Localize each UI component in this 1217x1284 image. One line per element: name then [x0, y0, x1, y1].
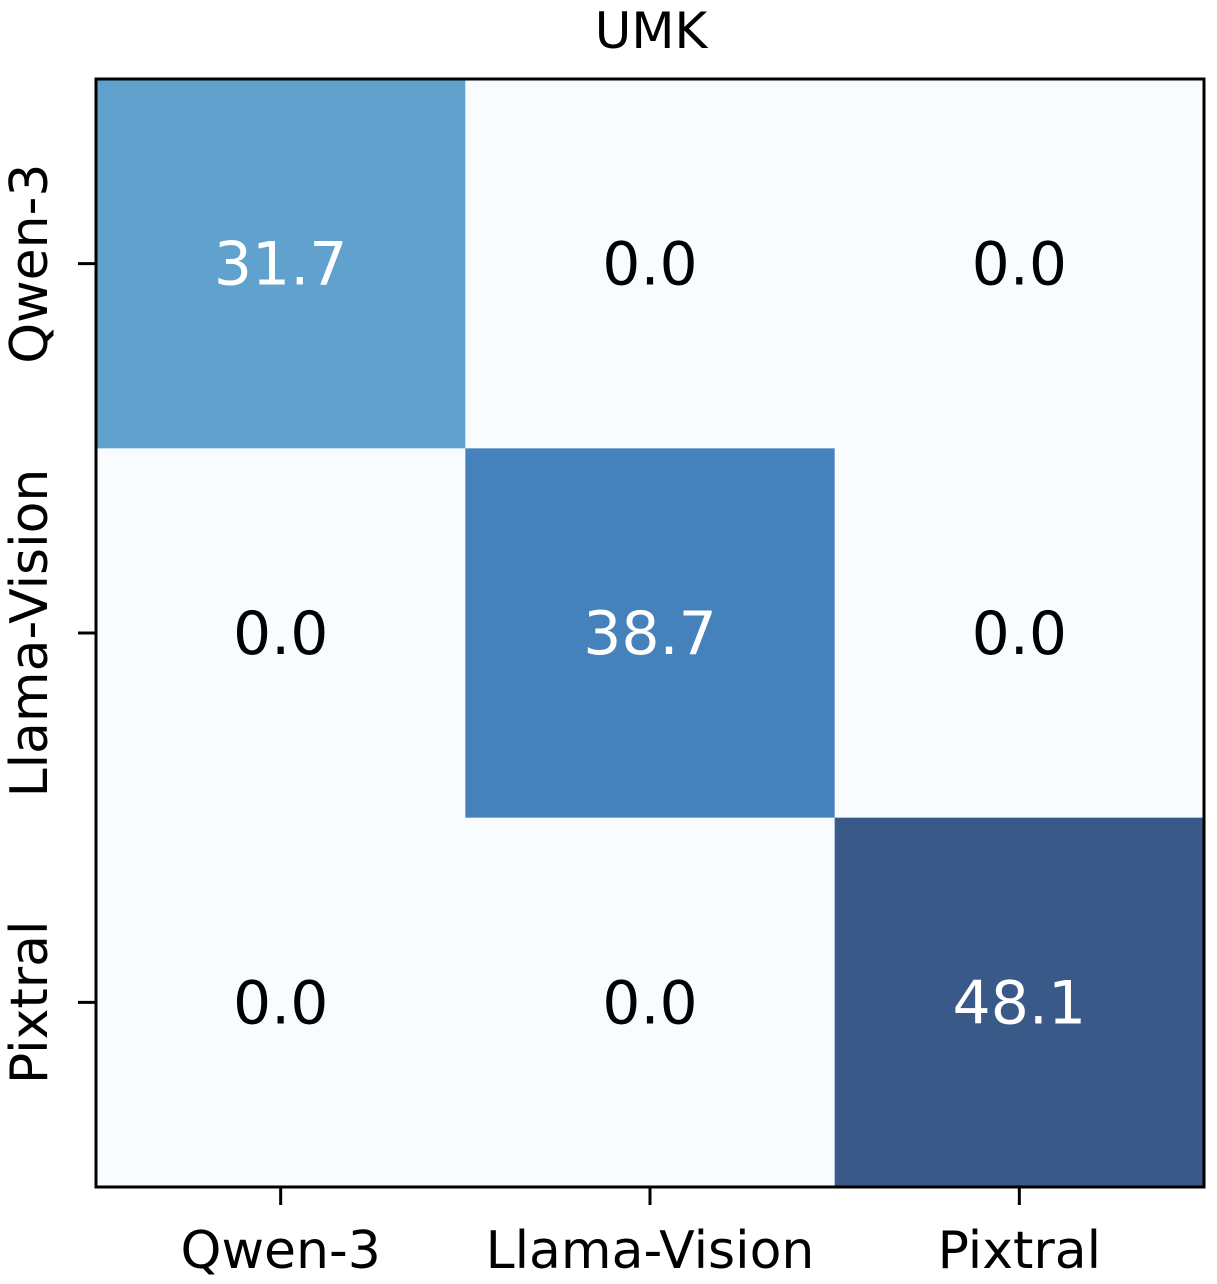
heatmap-cell-r2-c2: [834, 817, 1205, 1188]
y-axis: Qwen-3 Llama-Vision Pixtral: [0, 164, 96, 1085]
y-tick-label-2: Pixtral: [0, 921, 60, 1085]
cell-value-label-r0-c0: 31.7: [214, 230, 348, 300]
cell-value-label-r0-c2: 0.0: [972, 230, 1067, 300]
heatmap-cell-r1-c2: [834, 448, 1205, 819]
cell-value-label-r1-c1: 38.7: [583, 599, 717, 669]
y-tick-label-1: Llama-Vision: [0, 469, 60, 798]
heatmap-cell-r0-c2: [834, 79, 1205, 449]
heatmap-cell-r1-c0: [96, 448, 466, 819]
y-tick-label-0: Qwen-3: [0, 164, 60, 364]
x-tick-label-0: Qwen-3: [181, 1221, 381, 1281]
heatmap-cell-r2-c0: [96, 817, 466, 1188]
chart-title: UMK: [595, 2, 709, 60]
cell-value-label-r2-c1: 0.0: [602, 968, 697, 1038]
heatmap-cell-r0-c0: [96, 79, 466, 449]
heatmap-cell-r2-c1: [465, 817, 836, 1188]
x-tick-label-1: Llama-Vision: [486, 1221, 815, 1281]
heatmap-cell-r0-c1: [465, 79, 836, 449]
cell-value-label-r1-c0: 0.0: [233, 599, 328, 669]
heatmap-cell-r1-c1: [465, 448, 836, 819]
cell-value-label-r0-c1: 0.0: [602, 230, 697, 300]
cell-value-labels: 31.7 0.0 0.0 0.0 38.7 0.0 0.0 0.0 48.1: [214, 230, 1086, 1039]
cell-value-label-r2-c2: 48.1: [953, 968, 1087, 1038]
cell-value-label-r1-c2: 0.0: [972, 599, 1067, 669]
heatmap-cells: [96, 79, 1205, 1188]
cell-value-label-r2-c0: 0.0: [233, 968, 328, 1038]
x-tick-label-2: Pixtral: [938, 1221, 1102, 1281]
x-axis: Qwen-3 Llama-Vision Pixtral: [181, 1187, 1102, 1281]
